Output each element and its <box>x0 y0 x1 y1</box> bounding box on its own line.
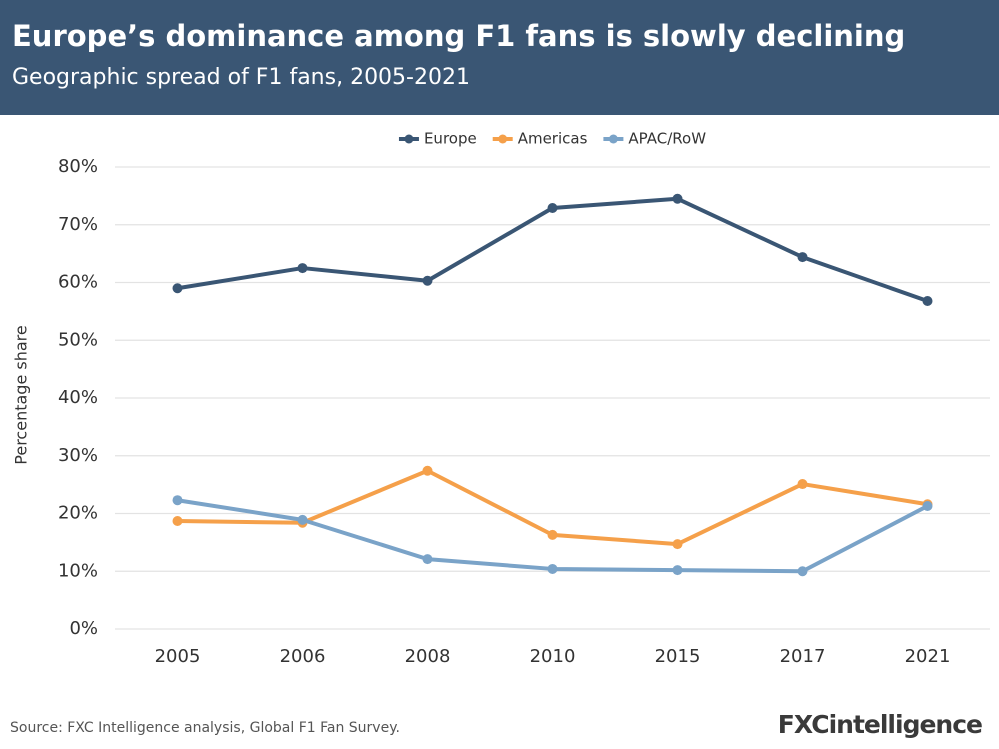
data-point <box>172 495 183 506</box>
legend-marker <box>498 134 508 144</box>
legend-label: Europe <box>424 130 477 148</box>
legend-label: APAC/RoW <box>628 130 706 148</box>
y-axis-title: Percentage share <box>12 325 31 464</box>
data-point <box>172 516 183 527</box>
legend: Europe Americas APAC/RoW <box>398 130 706 148</box>
legend-marker <box>608 134 618 144</box>
x-tick-label: 2015 <box>655 646 701 667</box>
y-tick-label: 80% <box>58 156 98 177</box>
data-point <box>672 565 683 576</box>
data-point <box>672 539 683 550</box>
y-tick-label: 20% <box>58 503 98 524</box>
y-tick-label: 40% <box>58 387 98 408</box>
data-point <box>172 283 183 294</box>
data-point <box>797 252 808 263</box>
y-tick-label: 10% <box>58 560 98 581</box>
data-point <box>797 566 808 577</box>
legend-marker <box>404 134 414 144</box>
header-band <box>0 0 999 115</box>
data-point <box>672 193 683 204</box>
chart-subtitle: Geographic spread of F1 fans, 2005-2021 <box>12 65 470 90</box>
y-tick-label: 70% <box>58 214 98 235</box>
legend-label: Americas <box>518 130 588 148</box>
data-point <box>297 263 308 274</box>
x-tick-label: 2005 <box>155 646 201 667</box>
logo: FXCintelligence <box>778 710 982 739</box>
y-tick-label: 0% <box>69 618 98 639</box>
source-note: Source: FXC Intelligence analysis, Globa… <box>10 720 400 736</box>
data-point <box>797 479 808 490</box>
series-line <box>177 196 929 303</box>
data-point <box>422 554 433 565</box>
data-point <box>422 465 433 476</box>
data-point <box>547 203 558 214</box>
data-point <box>922 500 933 511</box>
data-point <box>547 563 558 574</box>
x-tick-label: 2006 <box>280 646 326 667</box>
x-tick-label: 2008 <box>405 646 451 667</box>
x-tick-label: 2017 <box>780 646 826 667</box>
data-point <box>422 275 433 286</box>
chart-title: Europe’s dominance among F1 fans is slow… <box>12 19 905 53</box>
x-tick-label: 2021 <box>905 646 951 667</box>
data-point <box>297 514 308 525</box>
y-tick-label: 60% <box>58 272 98 293</box>
data-point <box>922 295 933 306</box>
y-tick-label: 50% <box>58 329 98 350</box>
x-tick-label: 2010 <box>530 646 576 667</box>
data-point <box>547 529 558 540</box>
y-tick-label: 30% <box>58 445 98 466</box>
